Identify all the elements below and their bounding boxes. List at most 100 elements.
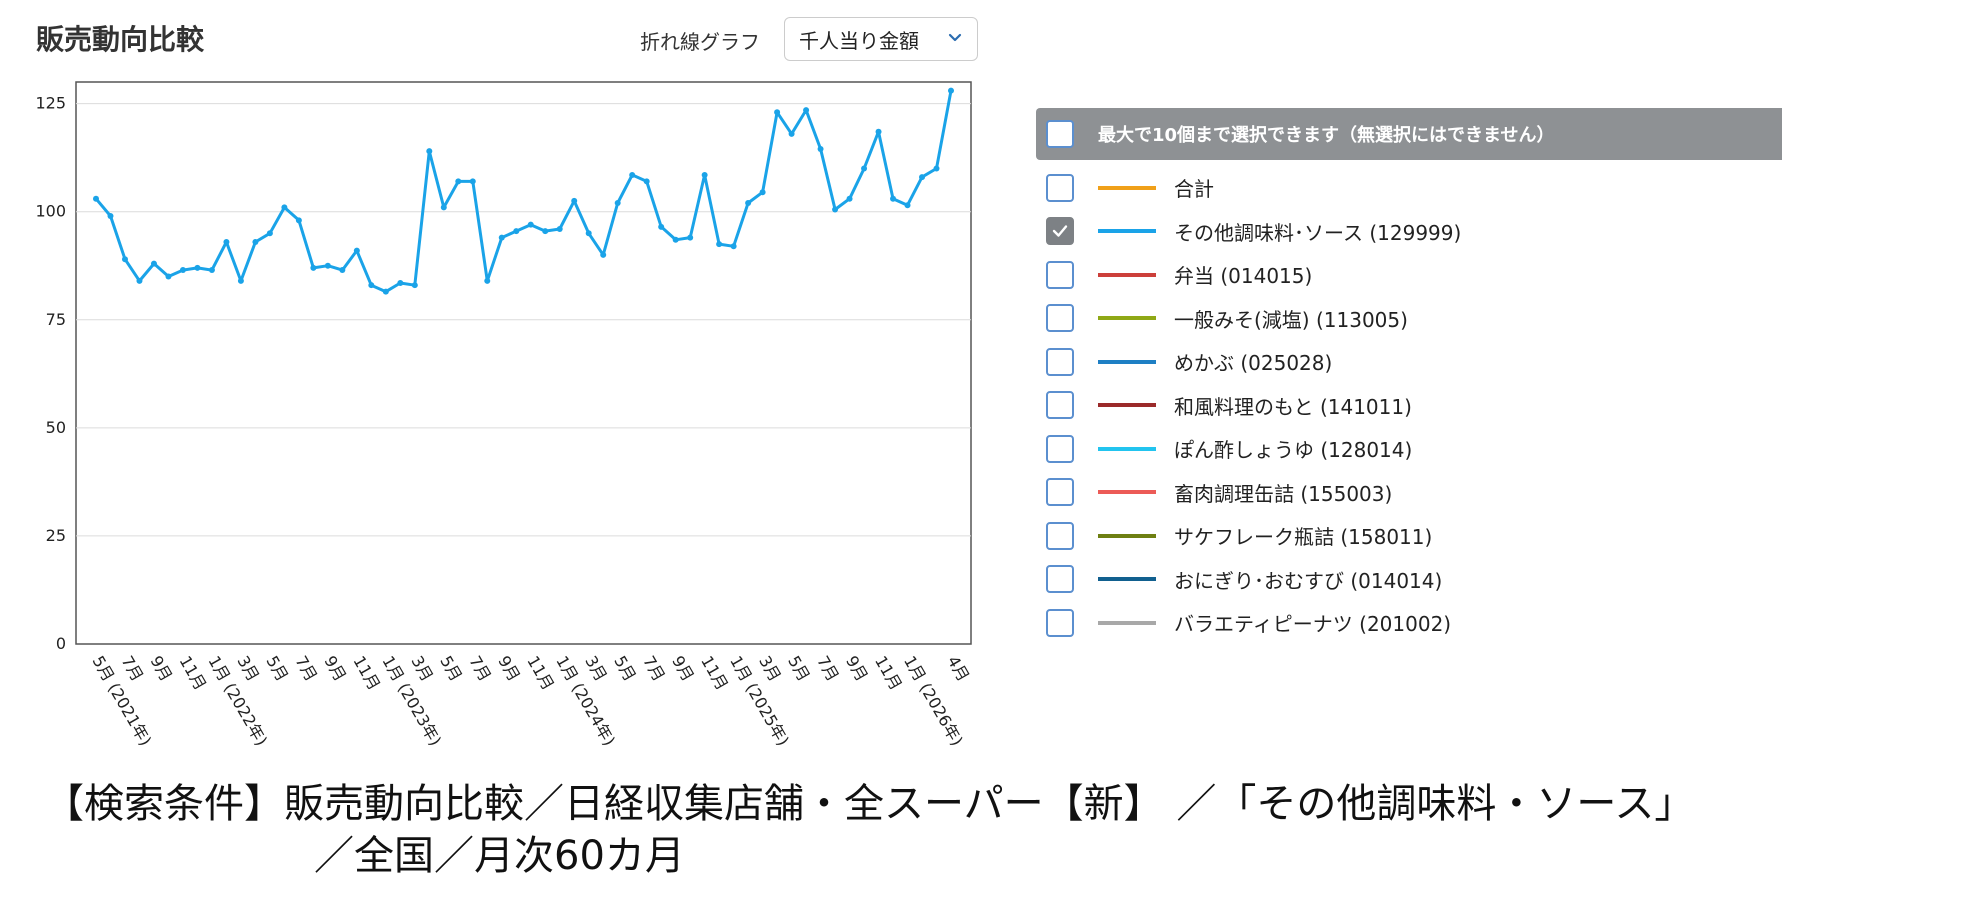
series-checkbox[interactable] — [1046, 434, 1074, 463]
x-tick-label: 9月 — [494, 653, 524, 685]
legend-item-label: めかぶ (025028) — [1174, 351, 1333, 376]
x-tick-label: 9月 — [320, 653, 350, 685]
legend-item[interactable]: 弁当 (014015) — [1036, 253, 1782, 297]
series-checkbox[interactable] — [1046, 391, 1074, 420]
legend-item[interactable]: ぽん酢しょうゆ (128014) — [1036, 427, 1782, 471]
plot-frame — [75, 81, 972, 645]
chevron-down-icon — [948, 33, 962, 42]
data-point — [614, 200, 621, 207]
x-tick-label: 7月 — [291, 653, 321, 685]
series-checkbox[interactable] — [1046, 521, 1074, 550]
x-tick-label: 3月 — [233, 653, 263, 685]
data-point — [513, 228, 520, 235]
series-checkbox[interactable] — [1046, 347, 1074, 376]
data-point — [136, 277, 143, 284]
legend-item[interactable]: その他調味料･ソース (129999) — [1036, 210, 1782, 254]
data-point — [397, 280, 404, 287]
legend-item[interactable]: おにぎり･おむすび (014014) — [1036, 558, 1782, 602]
legend-item-label: その他調味料･ソース (129999) — [1174, 220, 1462, 245]
y-tick-label: 0 — [56, 634, 66, 653]
data-point — [672, 236, 679, 243]
data-point — [759, 189, 766, 196]
data-point — [194, 264, 201, 271]
legend-item-label: 和風料理のもと (141011) — [1174, 394, 1412, 419]
search-conditions-line2: ／全国／月次60カ月 — [314, 833, 685, 879]
series-checkbox[interactable] — [1046, 608, 1074, 637]
data-point — [600, 251, 607, 258]
legend-item-label: 一般みそ(減塩) (113005) — [1174, 307, 1408, 332]
legend-item-label: サケフレーク瓶詰 (158011) — [1174, 525, 1433, 550]
legend-swatch — [1098, 490, 1156, 495]
x-tick-label: 5月 — [784, 653, 814, 685]
x-tick-label: 9月 — [668, 653, 698, 685]
search-conditions: 【検索条件】販売動向比較／日経収集店舗・全スーパー【新】 ／「その他調味料・ソー… — [44, 778, 1694, 882]
x-tick-label: 5月 — [436, 653, 466, 685]
legend-item[interactable]: 和風料理のもと (141011) — [1036, 384, 1782, 428]
data-point — [179, 267, 186, 274]
legend-item[interactable]: めかぶ (025028) — [1036, 340, 1782, 384]
legend-item[interactable]: 畜肉調理缶詰 (155003) — [1036, 471, 1782, 515]
legend-item-label: バラエティピーナツ (201002) — [1174, 612, 1452, 637]
data-point — [585, 230, 592, 237]
legend-swatch — [1098, 577, 1156, 582]
x-tick-label: 11月 — [523, 653, 558, 694]
data-point — [498, 234, 505, 241]
data-point — [121, 256, 128, 263]
series-checkbox[interactable] — [1046, 304, 1074, 333]
legend-swatch — [1098, 185, 1156, 190]
series-legend: 最大で10個まで選択できます（無選択にはできません） 合計 その他調味料･ソース … — [1036, 108, 1782, 645]
data-point — [107, 213, 114, 220]
data-point — [208, 267, 215, 274]
select-all-checkbox[interactable] — [1046, 120, 1074, 148]
data-point — [629, 171, 636, 178]
x-tick-label: 3月 — [755, 653, 785, 685]
series-checkbox[interactable] — [1046, 217, 1074, 246]
data-point — [93, 195, 99, 202]
legend-item[interactable]: 合計 — [1036, 166, 1782, 210]
data-point — [803, 107, 810, 114]
metric-select[interactable]: 千人当り金額 — [784, 17, 978, 61]
legend-item[interactable]: バラエティピーナツ (201002) — [1036, 601, 1782, 645]
data-point — [339, 267, 346, 274]
data-point — [527, 221, 534, 228]
x-tick-label: 11月 — [697, 653, 732, 694]
metric-select-value: 千人当り金額 — [799, 28, 919, 53]
legend-swatch — [1098, 403, 1156, 408]
data-point — [846, 195, 853, 202]
data-point — [469, 178, 476, 185]
series-checkbox[interactable] — [1046, 173, 1074, 202]
legend-swatch — [1098, 272, 1156, 277]
data-point — [440, 204, 447, 211]
legend-item[interactable]: サケフレーク瓶詰 (158011) — [1036, 514, 1782, 558]
x-tick-label: 3月 — [407, 653, 437, 685]
data-point — [252, 238, 259, 245]
series-checkbox[interactable] — [1046, 260, 1074, 289]
data-point — [788, 130, 795, 137]
x-tick-label: 7月 — [813, 653, 843, 685]
x-tick-label: 3月 — [581, 653, 611, 685]
data-point — [716, 241, 723, 248]
data-point — [643, 178, 650, 185]
data-point — [556, 225, 563, 232]
data-point — [165, 273, 172, 280]
data-point — [658, 223, 665, 230]
legend-item[interactable]: 一般みそ(減塩) (113005) — [1036, 297, 1782, 341]
data-point — [832, 206, 839, 213]
data-point — [817, 146, 824, 153]
data-point — [237, 277, 244, 284]
data-point — [310, 264, 317, 271]
series-checkbox[interactable] — [1046, 565, 1074, 594]
data-point — [890, 195, 897, 202]
data-point — [281, 204, 288, 211]
legend-item-label: 弁当 (014015) — [1174, 264, 1313, 289]
data-point — [426, 148, 433, 155]
series-checkbox[interactable] — [1046, 478, 1074, 507]
legend-item-label: 畜肉調理缶詰 (155003) — [1174, 481, 1393, 506]
x-tick-label: 11月 — [175, 653, 210, 694]
legend-swatch — [1098, 533, 1156, 538]
page-title: 販売動向比較 — [36, 23, 205, 56]
x-tick-label: 4月 — [944, 653, 974, 685]
data-point — [150, 260, 157, 267]
checkmark-icon — [1052, 225, 1068, 237]
